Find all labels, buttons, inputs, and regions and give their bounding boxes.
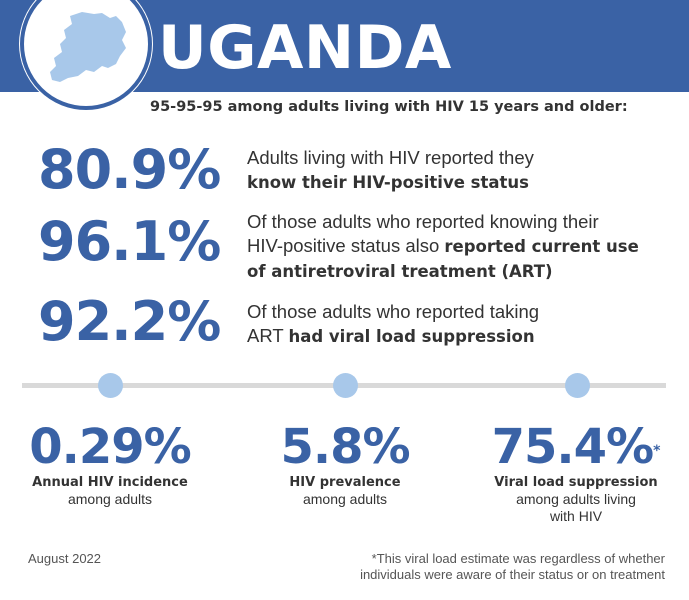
incidence-stat: 0.29% Annual HIV incidence among adults — [20, 420, 200, 508]
footnote: *This viral load estimate was regardless… — [325, 551, 665, 583]
stat-description: Adults living with HIV reported they kno… — [247, 146, 677, 195]
stat-number: 5.8% — [280, 419, 410, 475]
stat-label: Viral load suppression — [494, 475, 658, 490]
stat-line: Adults living with HIV reported they — [247, 147, 534, 168]
stat-value: 80.9% — [38, 138, 221, 201]
stat-label: HIV prevalence — [289, 475, 401, 490]
stat-value: 5.8% — [255, 420, 435, 474]
stat-value: 92.2% — [38, 290, 221, 353]
footnote-line: individuals were aware of their status o… — [360, 567, 665, 582]
stat-value: 0.29% — [20, 420, 200, 474]
stat-sublabel: among adults — [302, 491, 388, 507]
uganda-map-icon — [50, 12, 126, 82]
stat-sublabel: among adults — [67, 491, 153, 507]
stat-line: of antiretroviral treatment (ART) — [247, 259, 677, 284]
stat-line: Of those adults who reported taking — [247, 301, 540, 322]
stat-line: know their HIV-positive status — [247, 170, 677, 195]
report-date: August 2022 — [28, 551, 102, 566]
timeline-dot — [333, 373, 358, 398]
viral-suppression-stat: 75.4%* Viral load suppression among adul… — [478, 420, 674, 525]
stat-line: Of those adults who reported knowing the… — [247, 211, 599, 232]
stat-value: 96.1% — [38, 210, 221, 273]
stat-number: 0.29% — [29, 419, 192, 475]
timeline-dot — [565, 373, 590, 398]
footnote-line: *This viral load estimate was regardless… — [371, 551, 665, 566]
stat-line: ART had viral load suppression — [247, 324, 677, 349]
timeline-dot — [98, 373, 123, 398]
stat-line: HIV-positive status also reported curren… — [247, 234, 677, 259]
stat-value: 75.4%* — [478, 420, 674, 474]
stat-label: Annual HIV incidence — [32, 475, 188, 490]
stat-text-bold: of antiretroviral treatment (ART) — [247, 262, 553, 281]
map-badge — [20, 0, 152, 110]
stat-text-bold: had viral load suppression — [288, 327, 535, 346]
stat-text-plain: ART — [247, 325, 289, 346]
stat-sublabel: with HIV — [549, 508, 603, 524]
subtitle: 95-95-95 among adults living with HIV 15… — [150, 99, 628, 115]
stat-text-bold: reported current use — [444, 237, 639, 256]
stat-description: Of those adults who reported knowing the… — [247, 210, 677, 284]
stat-sublabel: among adults living — [516, 491, 636, 507]
stat-text-bold: know their HIV-positive status — [247, 173, 529, 192]
country-title: UGANDA — [158, 13, 452, 83]
prevalence-stat: 5.8% HIV prevalence among adults — [255, 420, 435, 508]
stat-number: 75.4% — [491, 419, 655, 475]
stat-text-plain: HIV-positive status also — [247, 235, 445, 256]
footnote-marker: * — [653, 443, 661, 459]
stat-description: Of those adults who reported taking ART … — [247, 300, 677, 349]
